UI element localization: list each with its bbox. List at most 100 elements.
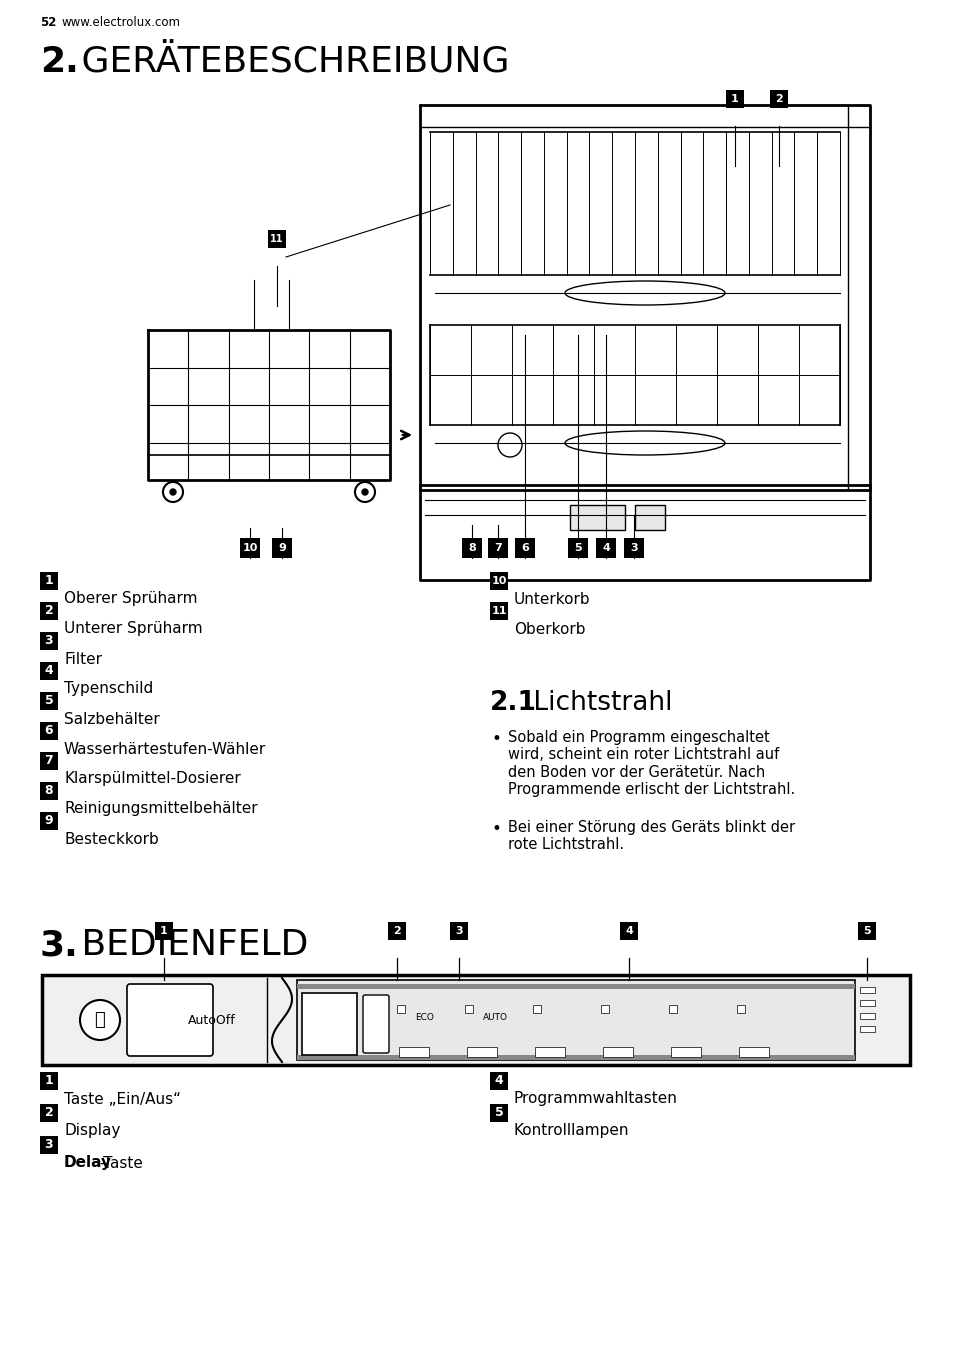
Bar: [515, 538, 535, 558]
Text: 10: 10: [491, 576, 506, 585]
Text: 1: 1: [45, 1075, 53, 1087]
Bar: [533, 1005, 540, 1013]
Text: 6: 6: [520, 544, 528, 553]
Bar: [567, 538, 587, 558]
Text: Lichtstrahl: Lichtstrahl: [524, 690, 672, 717]
Bar: [467, 1046, 497, 1057]
Bar: [769, 91, 787, 108]
Bar: [725, 91, 743, 108]
Text: 3: 3: [455, 926, 462, 936]
Text: Unterer Sprüharm: Unterer Sprüharm: [64, 622, 202, 637]
Bar: [857, 922, 875, 940]
Bar: [600, 1005, 608, 1013]
Text: Reinigungsmittelbehälter: Reinigungsmittelbehälter: [64, 802, 257, 817]
Bar: [619, 922, 638, 940]
Bar: [464, 1005, 473, 1013]
Bar: [398, 1046, 429, 1057]
Text: 2: 2: [774, 95, 782, 104]
Bar: [40, 813, 58, 830]
Bar: [859, 1000, 874, 1006]
Bar: [40, 781, 58, 800]
Bar: [569, 506, 624, 530]
Text: 9: 9: [277, 544, 286, 553]
Text: 7: 7: [494, 544, 501, 553]
Text: Besteckkorb: Besteckkorb: [64, 831, 158, 846]
Bar: [859, 987, 874, 992]
Text: 1: 1: [160, 926, 168, 936]
Text: Unterkorb: Unterkorb: [514, 592, 590, 607]
Text: 5: 5: [574, 544, 581, 553]
Text: 4: 4: [624, 926, 632, 936]
Bar: [490, 1072, 507, 1090]
Bar: [40, 662, 58, 680]
Text: 3: 3: [45, 1138, 53, 1152]
Text: 11: 11: [270, 234, 283, 243]
Text: 2.: 2.: [40, 45, 79, 78]
Text: 52: 52: [40, 15, 56, 28]
Bar: [154, 922, 172, 940]
Bar: [388, 922, 406, 940]
Text: Programmwahltasten: Programmwahltasten: [514, 1091, 678, 1106]
Text: 4: 4: [601, 544, 609, 553]
Text: ⏻: ⏻: [94, 1011, 105, 1029]
Text: 2.1: 2.1: [490, 690, 537, 717]
Text: 6: 6: [45, 725, 53, 737]
Bar: [490, 572, 507, 589]
FancyBboxPatch shape: [127, 984, 213, 1056]
Bar: [859, 1013, 874, 1019]
Bar: [296, 1055, 854, 1060]
Text: 4: 4: [494, 1075, 503, 1087]
Text: 9: 9: [45, 814, 53, 827]
Text: 3: 3: [630, 544, 638, 553]
Bar: [396, 1005, 405, 1013]
Text: Klarspülmittel-Dosierer: Klarspülmittel-Dosierer: [64, 772, 240, 787]
Bar: [40, 1136, 58, 1155]
Text: •: •: [492, 821, 501, 838]
Text: Sobald ein Programm eingeschaltet
wird, scheint ein roter Lichtstrahl auf
den Bo: Sobald ein Programm eingeschaltet wird, …: [507, 730, 795, 798]
Bar: [40, 572, 58, 589]
Bar: [596, 538, 616, 558]
Bar: [40, 1072, 58, 1090]
Bar: [670, 1046, 700, 1057]
Bar: [296, 984, 854, 990]
Bar: [240, 538, 260, 558]
Bar: [40, 752, 58, 771]
Text: Filter: Filter: [64, 652, 102, 667]
Bar: [488, 538, 507, 558]
Bar: [450, 922, 468, 940]
Bar: [461, 538, 481, 558]
Text: ECO: ECO: [415, 1013, 434, 1022]
Text: 5: 5: [45, 695, 53, 707]
Text: 2: 2: [45, 604, 53, 618]
Bar: [40, 602, 58, 621]
Text: -Taste: -Taste: [99, 1156, 143, 1171]
Text: 5: 5: [862, 926, 870, 936]
Text: 11: 11: [491, 606, 506, 617]
Circle shape: [80, 1000, 120, 1040]
Text: Display: Display: [64, 1124, 120, 1138]
Bar: [268, 230, 286, 247]
Bar: [40, 631, 58, 650]
Bar: [602, 1046, 633, 1057]
Text: •: •: [492, 730, 501, 748]
Text: 10: 10: [242, 544, 257, 553]
Text: 3: 3: [45, 634, 53, 648]
Text: 1: 1: [45, 575, 53, 588]
Bar: [302, 992, 356, 1055]
Bar: [535, 1046, 564, 1057]
Bar: [623, 538, 643, 558]
Bar: [42, 975, 909, 1065]
Text: 3.: 3.: [40, 927, 79, 963]
Bar: [40, 722, 58, 740]
Bar: [40, 692, 58, 710]
Bar: [737, 1005, 744, 1013]
Text: Typenschild: Typenschild: [64, 681, 153, 696]
Bar: [739, 1046, 768, 1057]
Text: Delay: Delay: [64, 1156, 112, 1171]
Text: www.electrolux.com: www.electrolux.com: [62, 15, 181, 28]
Text: GERÄTEBESCHREIBUNG: GERÄTEBESCHREIBUNG: [70, 45, 509, 78]
Text: AUTO: AUTO: [482, 1013, 507, 1022]
Text: Taste „Ein/Aus“: Taste „Ein/Aus“: [64, 1091, 181, 1106]
Bar: [490, 602, 507, 621]
Circle shape: [361, 489, 368, 495]
